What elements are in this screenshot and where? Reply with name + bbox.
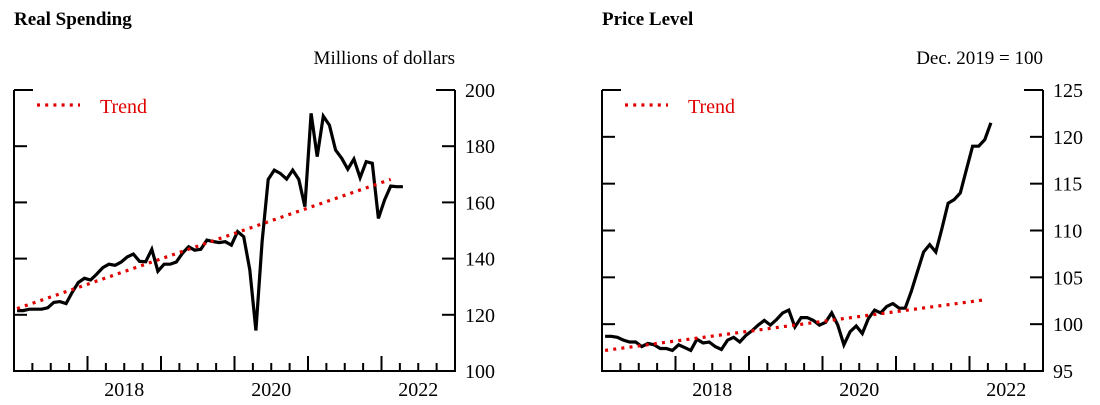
y-tick-label: 125 [1053,80,1083,102]
legend-label-trend: Trend [100,96,147,118]
legend-label-trend: Trend [688,96,735,118]
y-axis-unit-label: Dec. 2019 = 100 [916,48,1043,69]
x-tick-label: 2022 [398,379,438,401]
trend-line [16,177,392,311]
chart-title: Real Spending [14,9,132,30]
chart-title: Price Level [602,9,694,30]
x-tick-label: 2020 [251,379,291,401]
series-line [17,111,403,331]
x-tick-label: 2020 [839,379,879,401]
chart-plot: 95 100 105 110 115 120 125 2018 2020 2022 Trend [601,80,1083,401]
y-tick-label: 180 [465,136,495,158]
x-tick-label: 2018 [104,379,144,401]
y-tick-label: 105 [1053,267,1083,289]
y-tick-label: 100 [465,361,495,383]
chart-plot: 100 120 140 160 180 200 2018 2020 2022 Trend [13,80,495,401]
y-tick-label: 120 [1053,127,1083,149]
y-tick-label: 140 [465,249,495,271]
x-tick-label: 2022 [986,379,1026,401]
y-tick-label: 160 [465,192,495,214]
y-tick-label: 115 [1053,174,1082,196]
series-line [605,122,993,353]
axis-frame [601,90,1044,372]
chart-real-spending: Real Spending Millions of dollars 100 120… [13,9,495,401]
y-tick-label: 200 [465,80,495,102]
y-axis-unit-label: Millions of dollars [313,48,455,69]
y-tick-label: 95 [1053,361,1073,383]
y-tick-label: 120 [465,305,495,327]
axis-frame [13,90,456,372]
y-tick-label: 110 [1053,221,1082,243]
y-tick-label: 100 [1053,314,1083,336]
chart-price-level: Price Level Dec. 2019 = 100 95 100 105 110 1… [550,0,1100,405]
x-tick-label: 2018 [692,379,732,401]
trend-line [604,298,986,352]
